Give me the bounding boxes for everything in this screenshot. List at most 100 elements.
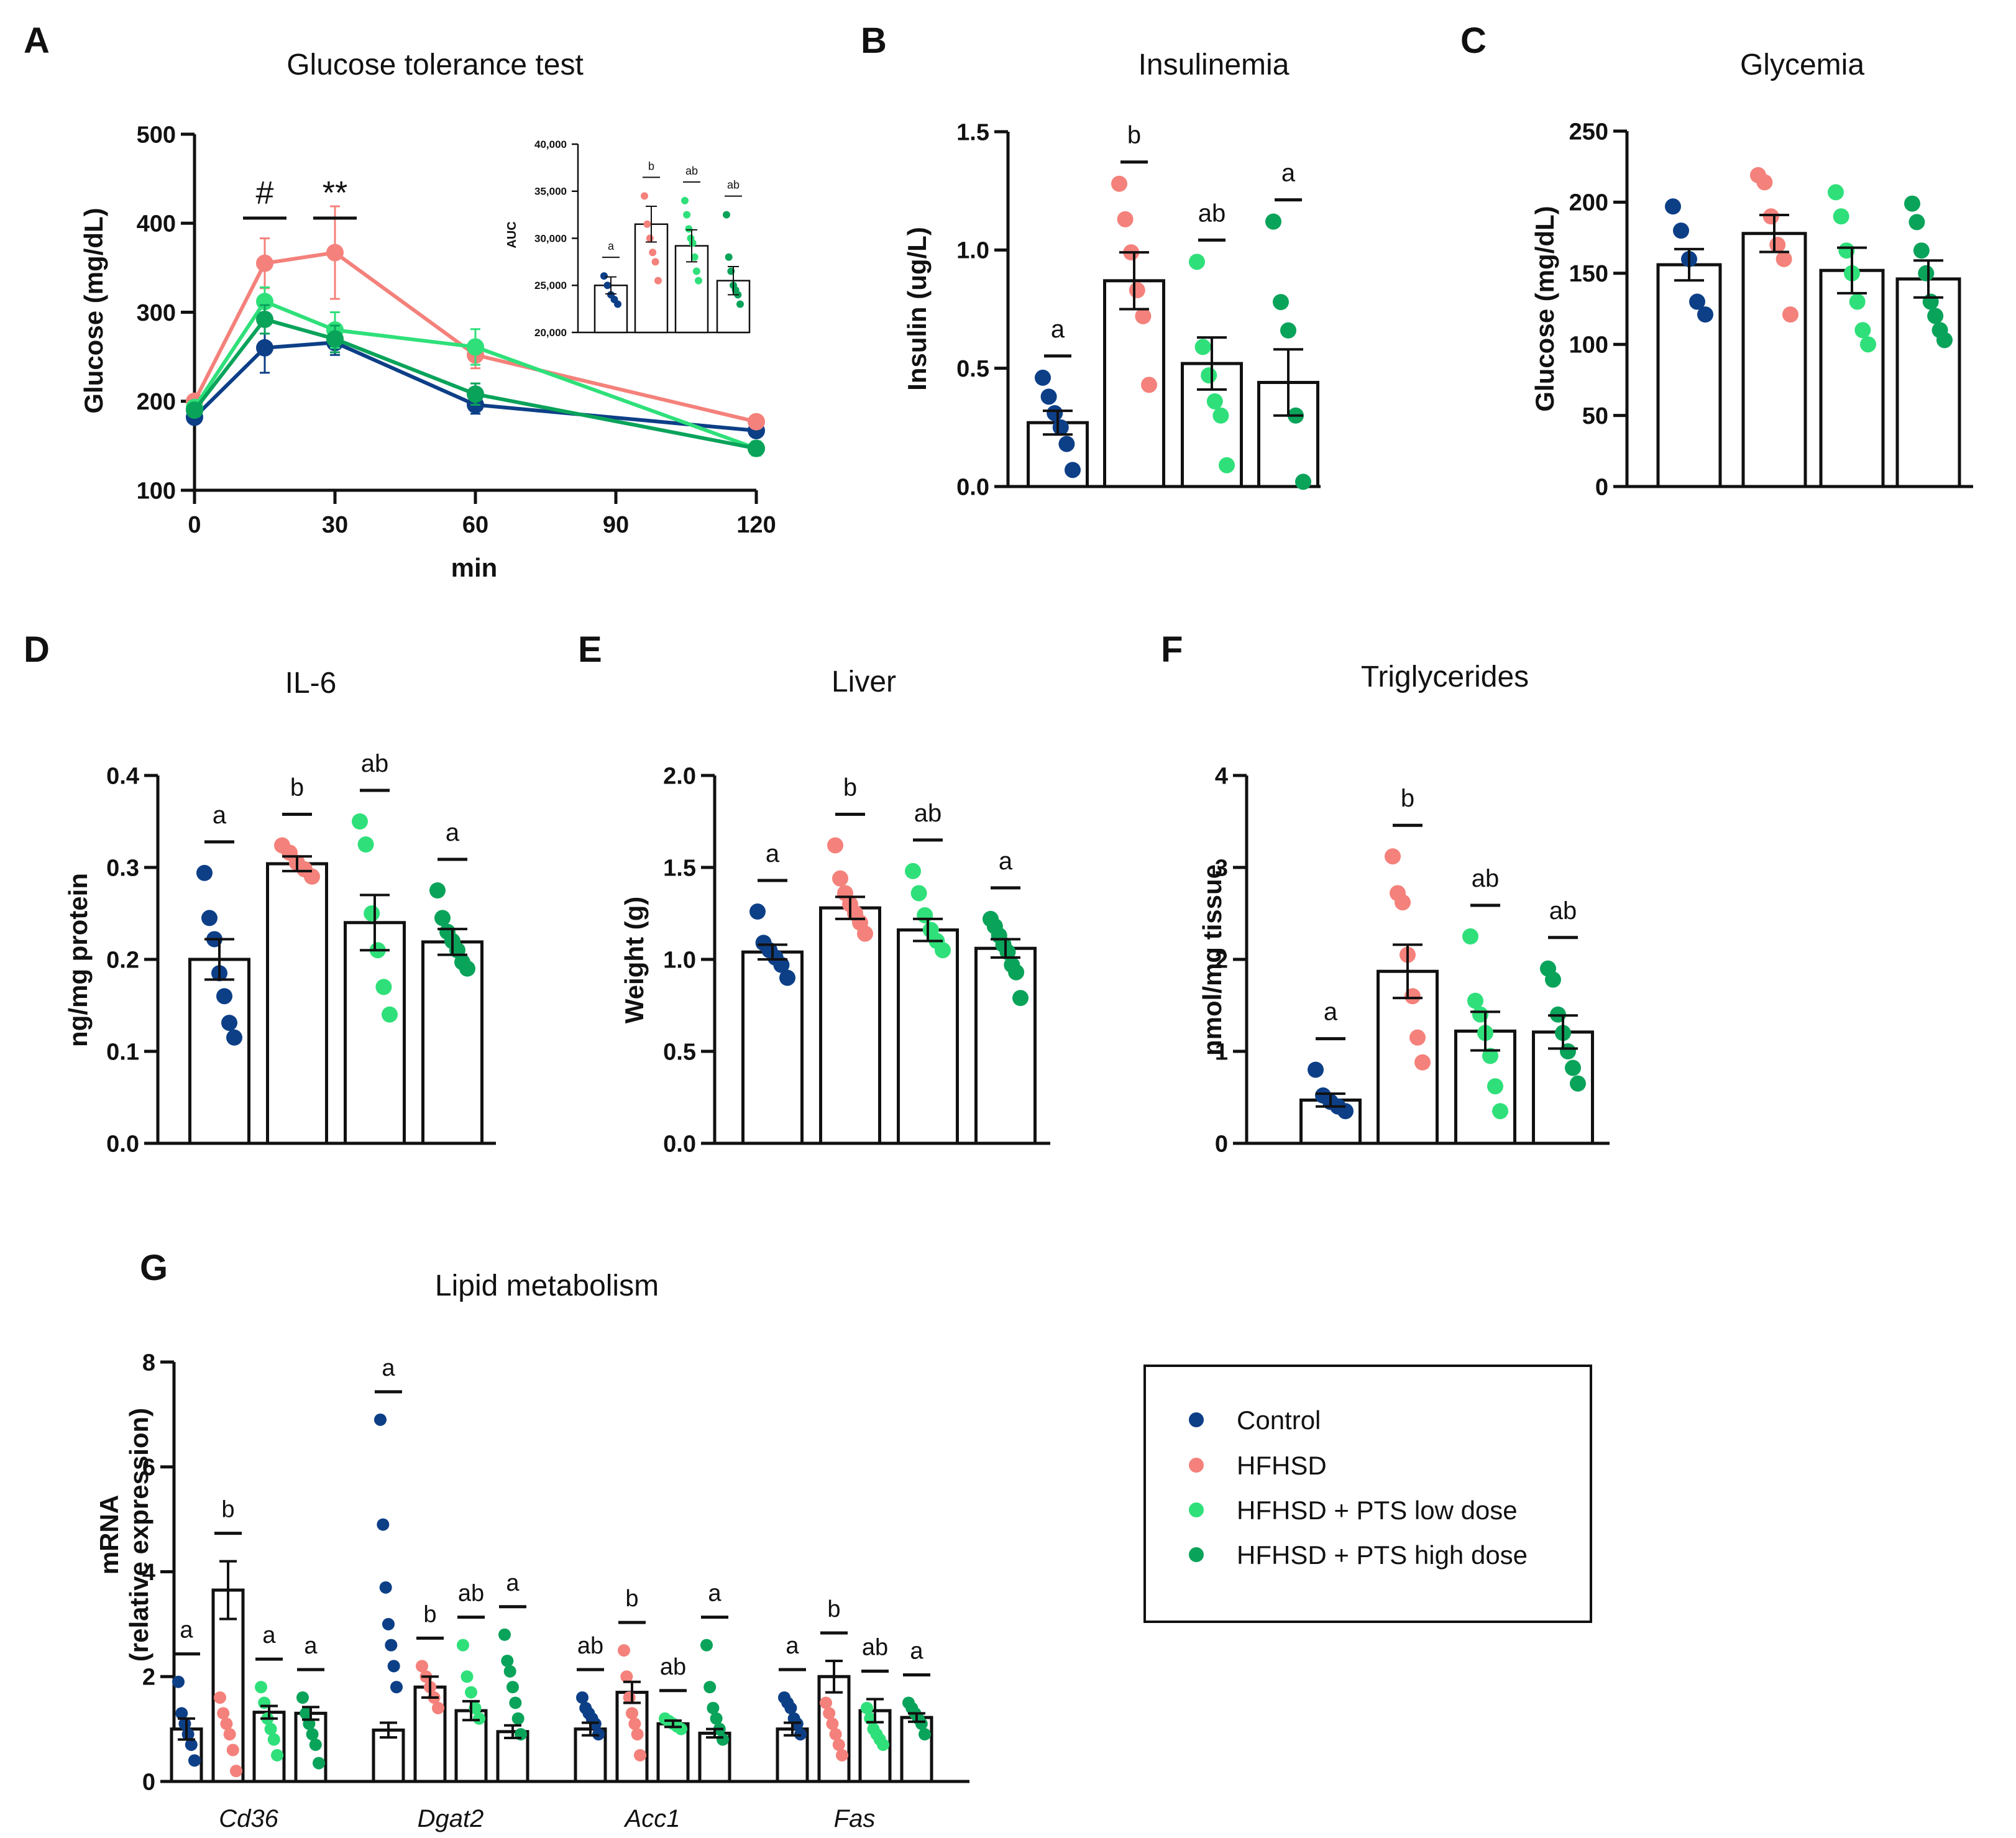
y-axis-label-G-line1: mRNA — [94, 1495, 124, 1575]
x-tick-label: 120 — [736, 512, 776, 538]
data-point-dgat2-control — [379, 1581, 392, 1594]
x-tick-label: 90 — [603, 512, 629, 538]
bar-hfhsd — [1103, 279, 1165, 488]
significance-letter: a — [910, 1638, 923, 1664]
data-point-hfhsd-pts-low-dose — [683, 211, 691, 219]
legend-box — [1143, 1365, 1592, 1623]
significance-letter: b — [1127, 122, 1141, 149]
significance-letter: a — [180, 1617, 193, 1644]
y-axis-label-E: Weight (g) — [620, 897, 649, 1024]
data-point-dgat2-hfhsd-pts-high-dose — [498, 1628, 511, 1641]
data-point-hfhsd — [1775, 250, 1792, 267]
y-tick-label: 1.5 — [956, 119, 989, 145]
data-point-control — [600, 272, 608, 280]
data-point-hfhsd — [1385, 848, 1401, 865]
data-point-cd36-hfhsd — [230, 1765, 242, 1778]
data-point-hfhsd-pts-low-dose — [1482, 1048, 1498, 1064]
y-tick-label: 0.5 — [956, 356, 989, 382]
panel-letter-A: A — [24, 21, 50, 61]
y-tick-label: 2.0 — [663, 763, 696, 789]
data-point-dgat2-hfhsd-pts-high-dose — [511, 1712, 525, 1725]
data-point-hfhsd-pts-high-dose — [1904, 195, 1920, 212]
data-point-hfhsd-pts-high-dose — [1570, 1075, 1586, 1092]
data-point-hfhsd-pts-low-dose — [1189, 254, 1205, 270]
data-point-hfhsd — [641, 192, 648, 200]
significance-letter: a — [1281, 160, 1296, 187]
significance-letter: a — [1051, 316, 1065, 343]
data-point-hfhsd-pts-low-dose — [1833, 208, 1849, 225]
bar-hfhsd-pts-low-dose — [344, 921, 406, 1145]
plot-glycemia: 0 50 100 150 200 250 — [1569, 119, 1973, 500]
data-point-hfhsd-pts-high-dose — [723, 211, 730, 219]
data-point-hfhsd-pts-low-dose — [1201, 367, 1217, 384]
y-axis-label-B: Insulin (ug/L) — [902, 227, 932, 391]
data-point-cd36-hfhsd — [226, 1744, 239, 1757]
significance-letter: b — [843, 774, 857, 801]
data-point-hfhsd — [1395, 894, 1411, 911]
data-point-hfhsd — [304, 868, 320, 885]
y-tick-label: 25,000 — [534, 280, 567, 291]
data-point-dgat2-hfhsd-pts-low-dose — [457, 1639, 469, 1652]
data-point-dgat2-hfhsd-pts-low-dose — [460, 1670, 474, 1683]
y-tick-label: 8 — [142, 1350, 155, 1376]
data-point-fas-hfhsd — [820, 1696, 832, 1709]
panel-letter-E: E — [578, 629, 602, 670]
data-point-fas-hfhsd — [836, 1749, 848, 1762]
x-tick-label-acc1: Acc1 — [624, 1805, 680, 1832]
title-triglycerides: Triglycerides — [1361, 661, 1529, 693]
data-point-hfhsd-pts-high-dose — [1280, 322, 1296, 339]
y-tick-label: 1.5 — [663, 855, 696, 881]
panel-letter-C: C — [1460, 21, 1487, 61]
y-tick-label: 400 — [137, 211, 176, 237]
data-point-hfhsd-pts-low-dose — [935, 942, 951, 959]
data-point-cd36-hfhsd-pts-high-dose — [313, 1757, 325, 1770]
data-point-fas-hfhsd-pts-low-dose — [861, 1701, 873, 1714]
significance-letter: ab — [577, 1633, 603, 1659]
data-point-hfhsd-pts-low-dose — [910, 885, 927, 902]
y-tick-label: 1.0 — [956, 238, 989, 264]
data-point-cd36-hfhsd-pts-high-dose — [300, 1707, 313, 1720]
data-point-cd36-hfhsd — [223, 1728, 236, 1741]
data-point-control — [1065, 462, 1081, 478]
bar-hfhsd — [819, 906, 881, 1145]
data-point-control — [773, 956, 790, 973]
data-point-hfhsd — [1117, 211, 1134, 227]
data-point-hfhsd — [1782, 306, 1798, 323]
significance-letter: a — [708, 1581, 722, 1607]
significance-letter: b — [1401, 785, 1414, 812]
data-point-cd36-hfhsd-pts-low-dose — [271, 1749, 283, 1762]
data-point-acc1-hfhsd — [626, 1707, 638, 1720]
data-point-hfhsd-pts-low-dose — [1467, 992, 1483, 1009]
data-point-acc1-hfhsd-pts-high-dose — [700, 1639, 713, 1652]
y-axis-label-F: nmol/mg tissue — [1198, 864, 1227, 1056]
bar-hfhsd-pts-high-dose — [1895, 277, 1961, 488]
data-point-hfhsd-pts-high-dose — [1012, 990, 1029, 1007]
significance-letter: ab — [685, 165, 698, 177]
bar-hfhsd-pts-low-dose — [897, 928, 959, 1145]
y-tick-label: 0 — [1595, 474, 1608, 500]
data-point-acc1-hfhsd-pts-high-dose — [710, 1712, 723, 1725]
data-point-control — [221, 1015, 237, 1031]
data-point-hfhsd-pts-high-dose — [1273, 294, 1289, 311]
data-point-hfhsd-pts-high-dose — [725, 253, 733, 261]
bar-hfhsd — [1741, 232, 1807, 488]
y-tick-label: 4 — [142, 1560, 155, 1586]
y-tick-label: 100 — [1569, 332, 1608, 359]
data-point-hfhsd — [1756, 174, 1773, 191]
significance-letter: ab — [1472, 865, 1500, 892]
legend-label-control: Control — [1237, 1406, 1321, 1435]
significance-letter: ab — [727, 179, 740, 191]
data-point-fas-hfhsd — [823, 1707, 836, 1720]
data-point-hfhsd — [1111, 175, 1127, 192]
data-point-hfhsd-pts-high-dose — [1545, 971, 1561, 988]
significance-letter: a — [304, 1633, 318, 1659]
data-point-hfhsd-pts-low-dose — [905, 862, 921, 879]
significance-letter: b — [221, 1497, 234, 1523]
data-point-hfhsd-pts-low-dose — [681, 196, 689, 204]
data-point-cd36-hfhsd-pts-high-dose — [306, 1728, 319, 1741]
data-point-control — [1308, 1061, 1324, 1078]
y-tick-label: 50 — [1582, 403, 1608, 429]
y-tick-label: 0.0 — [106, 1131, 139, 1157]
